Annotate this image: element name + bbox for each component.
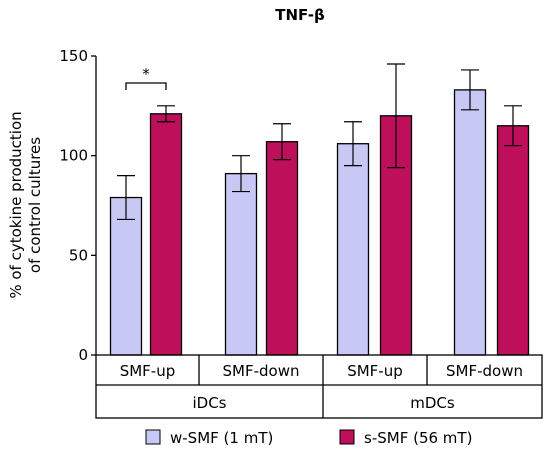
group-label: mDCs bbox=[410, 394, 455, 412]
bar-w-smf bbox=[336, 143, 370, 356]
bar-s-smf bbox=[149, 113, 183, 356]
legend-label: s-SMF (56 mT) bbox=[364, 429, 472, 447]
group-label: iDCs bbox=[192, 394, 226, 412]
category-table: SMF-up SMF-down SMF-up SMF-down iDCs mDCs bbox=[95, 354, 543, 419]
y-ticks: 0 50 100 150 bbox=[59, 47, 96, 364]
y-tick-label: 150 bbox=[59, 47, 88, 65]
legend-swatch bbox=[339, 429, 355, 445]
y-axis-label: % of cytokine production of control cult… bbox=[7, 111, 44, 298]
category-label: SMF-down bbox=[223, 362, 300, 380]
category-label: SMF-up bbox=[347, 362, 403, 380]
bar-s-smf bbox=[496, 125, 530, 356]
bars bbox=[109, 89, 530, 356]
y-tick-label: 0 bbox=[78, 346, 88, 364]
bar-w-smf bbox=[453, 89, 487, 356]
category-label: SMF-up bbox=[120, 362, 176, 380]
legend-label: w-SMF (1 mT) bbox=[170, 429, 273, 447]
significance-annotation: * bbox=[125, 65, 167, 90]
y-tick-label: 100 bbox=[59, 147, 88, 165]
significance-bracket bbox=[125, 82, 167, 90]
category-label: SMF-down bbox=[446, 362, 523, 380]
y-axis-label-line2: of control cultures bbox=[26, 137, 44, 273]
category-table-border bbox=[95, 354, 543, 419]
bar-s-smf bbox=[265, 141, 299, 356]
chart-title: TNF-β bbox=[275, 6, 325, 24]
y-axis-label-line1: % of cytokine production bbox=[7, 111, 25, 298]
bar-w-smf bbox=[224, 172, 258, 356]
legend-swatch bbox=[145, 429, 161, 445]
error-bars bbox=[117, 63, 522, 221]
significance-star: * bbox=[142, 65, 150, 83]
bar-w-smf bbox=[109, 196, 143, 356]
legend: w-SMF (1 mT) s-SMF (56 mT) bbox=[145, 429, 472, 447]
y-tick-label: 50 bbox=[69, 246, 88, 264]
